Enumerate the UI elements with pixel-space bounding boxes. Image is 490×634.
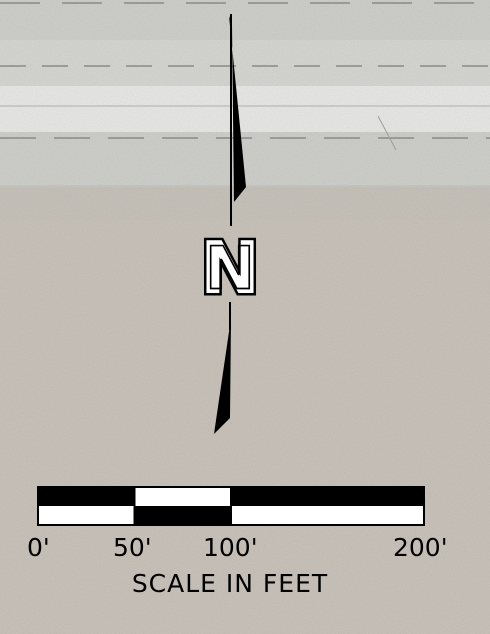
scale-tick-label-200: 200' [393, 533, 448, 562]
scale-bar [37, 486, 425, 526]
north-arrow-upper-barb [229, 16, 246, 202]
north-arrow-icon: N N [197, 14, 263, 434]
north-letter-inner: N [205, 233, 254, 302]
scale-segment-bottom-0 [38, 506, 135, 525]
scale-segment-top-2 [231, 487, 424, 506]
scale-title: SCALE IN FEET [131, 569, 329, 598]
scale-tick-label-100: 100' [203, 533, 258, 562]
scale-segment-top-0 [38, 487, 135, 506]
crack-line [377, 115, 397, 151]
north-letter: N [200, 226, 260, 310]
north-arrow-lower-barb [214, 318, 231, 434]
scale-segment-top-1 [134, 487, 231, 506]
scale-tick-label-0: 0' [27, 533, 50, 562]
lane-markings [0, 2, 490, 151]
scale-segment-bottom-2 [231, 506, 424, 525]
scale-segment-bottom-1 [134, 506, 231, 525]
scale-tick-label-50: 50' [113, 533, 152, 562]
